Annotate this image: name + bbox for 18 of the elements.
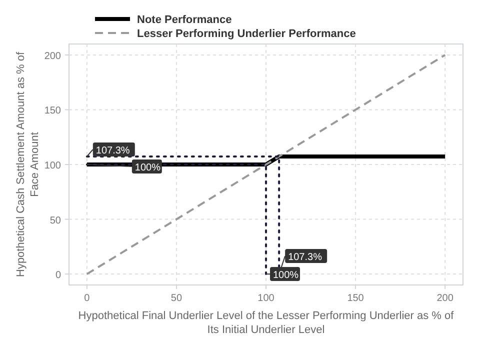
y-tick-label: 200	[44, 50, 62, 62]
y-tick-label: 50	[50, 215, 62, 226]
annotation: 107.3%	[96, 146, 130, 157]
x-axis-title: Hypothetical Final Underlier Level of the Lesser Performing Underlier as % of Its Initial Underlier Level	[78, 310, 455, 336]
annotation: 100%	[273, 270, 299, 282]
y-tick-label: 0	[55, 270, 62, 282]
x-tick-label: 100	[258, 293, 275, 304]
annotation: 100%	[134, 162, 161, 174]
y-tick-label: 100	[44, 160, 62, 172]
x-tick-label: 50	[170, 293, 182, 304]
x-tick-label: 150	[347, 293, 364, 304]
annotation: 107.3%	[288, 252, 322, 264]
y-axis-title: Hypothetical Cash Settlement Amount as % of Face Amount	[15, 51, 41, 278]
legend-label: Lesser Performing Underlier Performance	[137, 28, 356, 40]
x-tick-label: 200	[436, 293, 454, 304]
legend-label: Note Performance	[137, 14, 232, 26]
x-tick-label: 0	[84, 293, 90, 304]
y-tick-label: 150	[44, 106, 62, 117]
